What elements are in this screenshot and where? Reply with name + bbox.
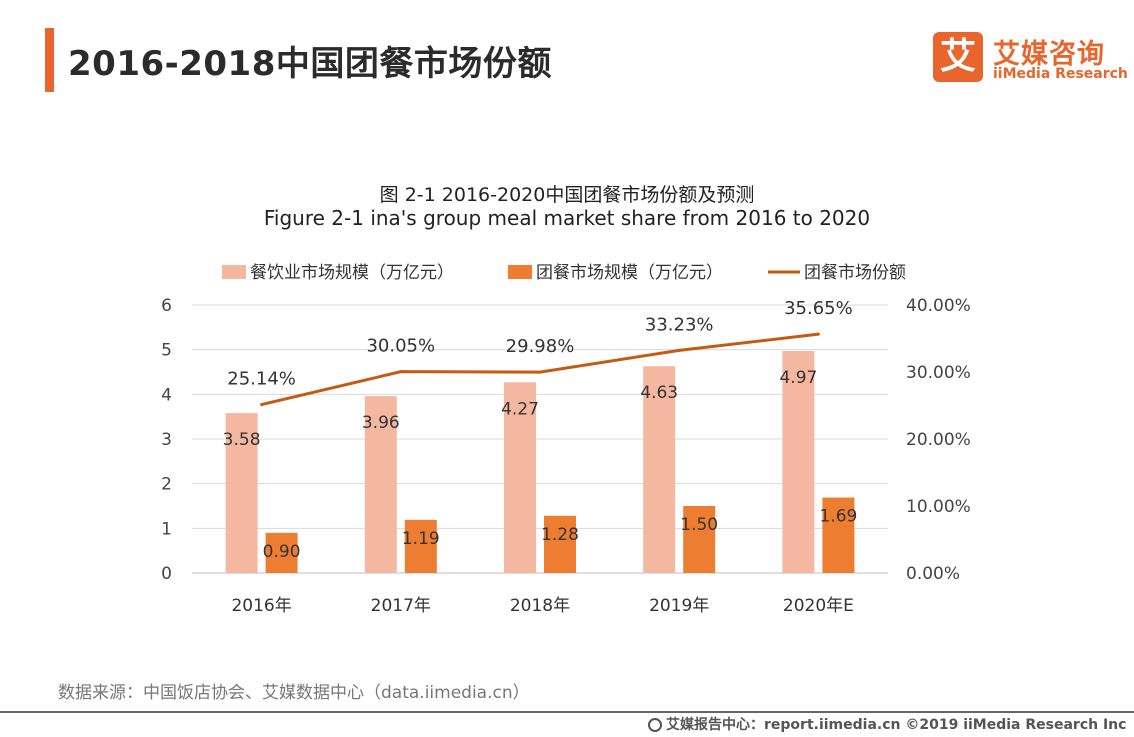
y-left-tick-label: 5 bbox=[161, 341, 172, 361]
y-right-tick-label: 40.00% bbox=[906, 296, 971, 316]
logo-text-cn: 艾媒咨询 bbox=[993, 39, 1105, 70]
y-left-tick-label: 2 bbox=[161, 475, 172, 495]
footer-credit: 艾媒报告中心：report.iimedia.cn ©2019 iiMedia R… bbox=[648, 714, 1126, 734]
y-left-tick-label: 4 bbox=[161, 385, 172, 405]
legend-swatch bbox=[222, 265, 246, 279]
bar-catering bbox=[225, 413, 258, 573]
footer-divider bbox=[0, 711, 1134, 713]
line-point bbox=[260, 403, 264, 407]
x-tick-label: 2020年E bbox=[783, 596, 854, 616]
legend-swatch bbox=[508, 265, 532, 279]
chart-title: 图 2-1 2016-2020中国团餐市场份额及预测 bbox=[379, 184, 755, 206]
y-left-tick-label: 1 bbox=[161, 519, 172, 539]
y-right-tick-label: 10.00% bbox=[906, 497, 971, 517]
x-tick-label: 2018年 bbox=[510, 596, 570, 616]
y-right-tick-label: 30.00% bbox=[906, 363, 971, 383]
bar-data-label: 1.28 bbox=[541, 525, 579, 545]
bar-group-meal bbox=[265, 532, 298, 573]
bar-data-label: 1.69 bbox=[819, 507, 857, 527]
chart-subtitle: Figure 2-1 ina's group meal market share… bbox=[263, 206, 871, 230]
y-right-tick-label: 0.00% bbox=[906, 564, 960, 584]
bar-data-label: 4.27 bbox=[501, 399, 539, 419]
bar-data-label: 1.19 bbox=[402, 529, 440, 549]
legend-label: 团餐市场份额 bbox=[804, 263, 906, 283]
bar-group-meal bbox=[544, 515, 576, 573]
x-tick-label: 2016年 bbox=[231, 596, 291, 616]
globe-icon bbox=[648, 718, 662, 732]
y-left-tick-label: 6 bbox=[161, 296, 172, 316]
bar-catering bbox=[643, 366, 676, 573]
bar-catering bbox=[504, 382, 536, 573]
y-right-tick-label: 20.00% bbox=[906, 430, 971, 450]
x-tick-label: 2019年 bbox=[649, 596, 709, 616]
bar-data-label: 3.58 bbox=[223, 430, 261, 450]
data-source: 数据来源：中国饭店协会、艾媒数据中心（data.iimedia.cn） bbox=[58, 683, 530, 703]
y-left-tick-label: 0 bbox=[161, 564, 172, 584]
line-data-label: 25.14% bbox=[227, 369, 296, 390]
x-tick-label: 2017年 bbox=[371, 596, 431, 616]
bar-catering bbox=[782, 351, 815, 573]
line-point bbox=[538, 370, 542, 374]
bar-group-meal bbox=[404, 519, 437, 573]
line-point bbox=[399, 370, 403, 374]
iimedia-logo: 艾 艾媒咨询 iiMedia Research bbox=[933, 32, 1128, 88]
line-data-label: 33.23% bbox=[645, 314, 714, 335]
logo-text-en: iiMedia Research bbox=[993, 66, 1128, 82]
legend-label: 团餐市场规模（万亿元） bbox=[536, 263, 723, 283]
line-point bbox=[816, 332, 820, 336]
bar-group-meal bbox=[683, 506, 716, 573]
bar-data-label: 1.50 bbox=[680, 515, 718, 535]
footer-text: 艾媒报告中心：report.iimedia.cn ©2019 iiMedia R… bbox=[666, 717, 1127, 733]
bar-data-label: 4.97 bbox=[779, 368, 817, 388]
line-data-label: 29.98% bbox=[506, 336, 575, 357]
bar-data-label: 0.90 bbox=[263, 542, 301, 562]
y-left-tick-label: 3 bbox=[161, 430, 172, 450]
legend-label: 餐饮业市场规模（万亿元） bbox=[250, 263, 454, 283]
logo-icon: 艾 bbox=[933, 32, 983, 82]
line-point bbox=[677, 348, 681, 352]
title-accent-bar bbox=[45, 28, 54, 92]
line-data-label: 35.65% bbox=[784, 298, 853, 319]
bar-data-label: 3.96 bbox=[362, 413, 400, 433]
bar-catering bbox=[364, 396, 397, 573]
line-data-label: 30.05% bbox=[366, 336, 435, 357]
bar-data-label: 4.63 bbox=[640, 383, 678, 403]
page-title: 2016-2018中国团餐市场份额 bbox=[68, 44, 552, 84]
bar-group-meal bbox=[822, 497, 855, 573]
